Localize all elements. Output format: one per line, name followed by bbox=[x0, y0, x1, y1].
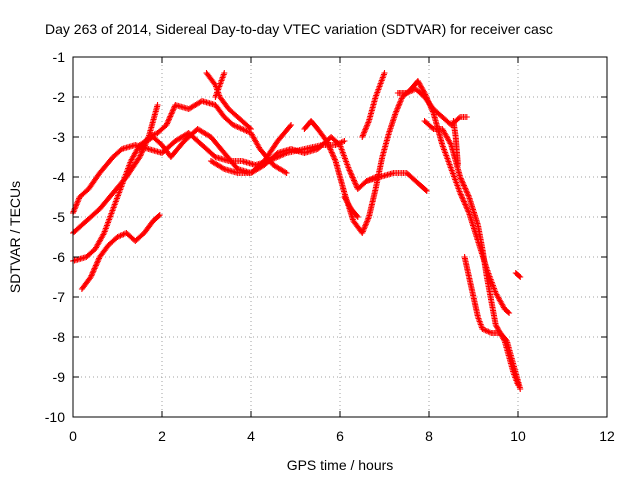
x-axis-label: GPS time / hours bbox=[287, 457, 394, 473]
y-axis: -10 -9 -8 -7 -6 -5 -4 -3 -2 -1 bbox=[45, 49, 607, 425]
y-tick-label: -6 bbox=[53, 249, 66, 265]
data-point-markers bbox=[301, 78, 513, 316]
x-tick-label: 10 bbox=[510, 428, 526, 444]
data-series bbox=[70, 70, 524, 392]
series-track-12 bbox=[363, 170, 430, 194]
y-tick-label: -5 bbox=[53, 209, 66, 225]
x-axis: 0 2 4 6 8 10 12 bbox=[69, 57, 615, 444]
x-tick-label: 2 bbox=[158, 428, 166, 444]
series-track-15 bbox=[461, 254, 524, 392]
data-point-markers bbox=[394, 86, 470, 128]
chart-title: Day 263 of 2014, Sidereal Day-to-day VTE… bbox=[45, 21, 553, 37]
y-tick-label: -9 bbox=[53, 369, 66, 385]
series-track-16 bbox=[450, 118, 461, 168]
x-tick-label: 6 bbox=[336, 428, 344, 444]
data-point-markers bbox=[341, 194, 361, 220]
x-tick-label: 4 bbox=[247, 428, 255, 444]
y-tick-label: -10 bbox=[45, 409, 65, 425]
y-tick-label: -7 bbox=[53, 289, 66, 305]
series-track-10 bbox=[341, 194, 361, 220]
series-track-5 bbox=[136, 98, 290, 176]
y-axis-label: SDTVAR / TECUs bbox=[7, 181, 23, 293]
data-point-markers bbox=[512, 270, 524, 280]
series-track-4 bbox=[78, 212, 163, 292]
data-point-markers bbox=[363, 170, 430, 194]
series-track-2 bbox=[70, 102, 161, 236]
data-point-markers bbox=[78, 212, 163, 292]
series-track-17 bbox=[512, 270, 524, 280]
series-track-1 bbox=[70, 130, 348, 216]
data-point-markers bbox=[70, 130, 348, 216]
data-point-markers bbox=[450, 118, 461, 168]
data-point-markers bbox=[70, 102, 161, 236]
y-tick-label: -3 bbox=[53, 129, 66, 145]
x-tick-label: 0 bbox=[69, 428, 77, 444]
series-track-11 bbox=[359, 70, 388, 140]
series-track-13 bbox=[394, 86, 470, 128]
y-tick-label: -8 bbox=[53, 329, 66, 345]
data-point-markers bbox=[207, 122, 295, 176]
x-tick-label: 12 bbox=[599, 428, 615, 444]
series-track-8 bbox=[207, 122, 295, 176]
series-track-9 bbox=[301, 78, 513, 316]
data-point-markers bbox=[359, 70, 388, 140]
y-tick-label: -1 bbox=[53, 49, 66, 65]
data-point-markers bbox=[461, 254, 524, 392]
data-point-markers bbox=[136, 98, 290, 176]
y-tick-label: -2 bbox=[53, 89, 66, 105]
y-tick-label: -4 bbox=[53, 169, 66, 185]
data-point-markers bbox=[212, 70, 228, 100]
series-track-7 bbox=[212, 70, 228, 100]
x-tick-label: 8 bbox=[425, 428, 433, 444]
